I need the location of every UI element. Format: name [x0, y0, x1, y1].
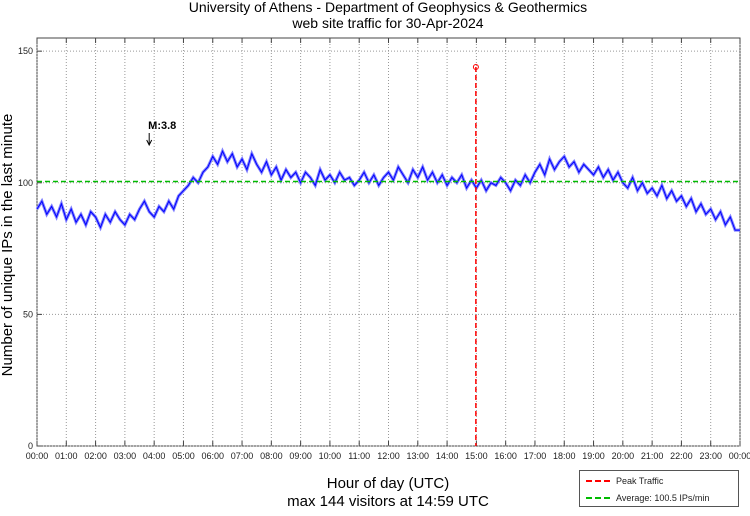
x-tick-label: 10:00 [319, 451, 342, 461]
legend-average: Average: 100.5 IPs/min [580, 490, 738, 505]
legend: Peak Traffic Average: 100.5 IPs/min [579, 470, 739, 507]
x-tick-label: 00:00 [26, 451, 49, 461]
legend-swatch-average [586, 496, 610, 499]
x-tick-label: 05:00 [172, 451, 195, 461]
x-tick-label: 22:00 [670, 451, 693, 461]
annotation-arrowhead [146, 139, 153, 147]
legend-label-average: Average: 100.5 IPs/min [616, 492, 710, 503]
x-tick-label: 11:00 [348, 451, 370, 461]
x-tick-label: 07:00 [231, 451, 254, 461]
x-tick-label: 04:00 [143, 451, 166, 461]
chart-title-line2: web site traffic for 30-Apr-2024 [291, 15, 483, 31]
x-axis-sublabel: max 144 visitors at 14:59 UTC [287, 493, 489, 510]
peak-marker [472, 63, 479, 70]
y-tick-label: 50 [23, 309, 33, 319]
y-tick-label: 0 [28, 441, 33, 451]
annotation-label: M:3.8 [148, 120, 176, 132]
x-tick-label: 14:00 [436, 451, 459, 461]
x-tick-label: 20:00 [612, 451, 635, 461]
x-tick-label: 03:00 [114, 451, 137, 461]
x-tick-label: 19:00 [582, 451, 605, 461]
x-tick-label: 00:00 [729, 451, 750, 461]
x-tick-label: 06:00 [201, 451, 224, 461]
x-tick-label: 09:00 [289, 451, 312, 461]
x-tick-label: 02:00 [84, 451, 107, 461]
x-tick-label: 18:00 [553, 451, 576, 461]
y-tick-label: 100 [18, 178, 33, 188]
x-axis-label: Hour of day (UTC) [327, 475, 450, 492]
legend-peak: Peak Traffic [580, 473, 738, 488]
traffic-line [36, 149, 740, 231]
x-tick-label: 13:00 [407, 451, 430, 461]
x-tick-label: 21:00 [641, 451, 664, 461]
chart-title-line1: University of Athens - Department of Geo… [189, 0, 587, 15]
x-tick-label: 15:00 [465, 451, 488, 461]
x-tick-label: 17:00 [524, 451, 547, 461]
y-axis-label: Number of unique IPs in the last minute [0, 114, 16, 377]
x-tick-label: 12:00 [377, 451, 400, 461]
x-tick-label: 08:00 [260, 451, 283, 461]
x-tick-label: 01:00 [55, 451, 78, 461]
x-tick-label: 23:00 [699, 451, 722, 461]
legend-label-peak: Peak Traffic [616, 475, 664, 486]
legend-swatch-peak [586, 479, 610, 482]
y-tick-label: 150 [18, 46, 33, 56]
x-tick-label: 16:00 [494, 451, 517, 461]
